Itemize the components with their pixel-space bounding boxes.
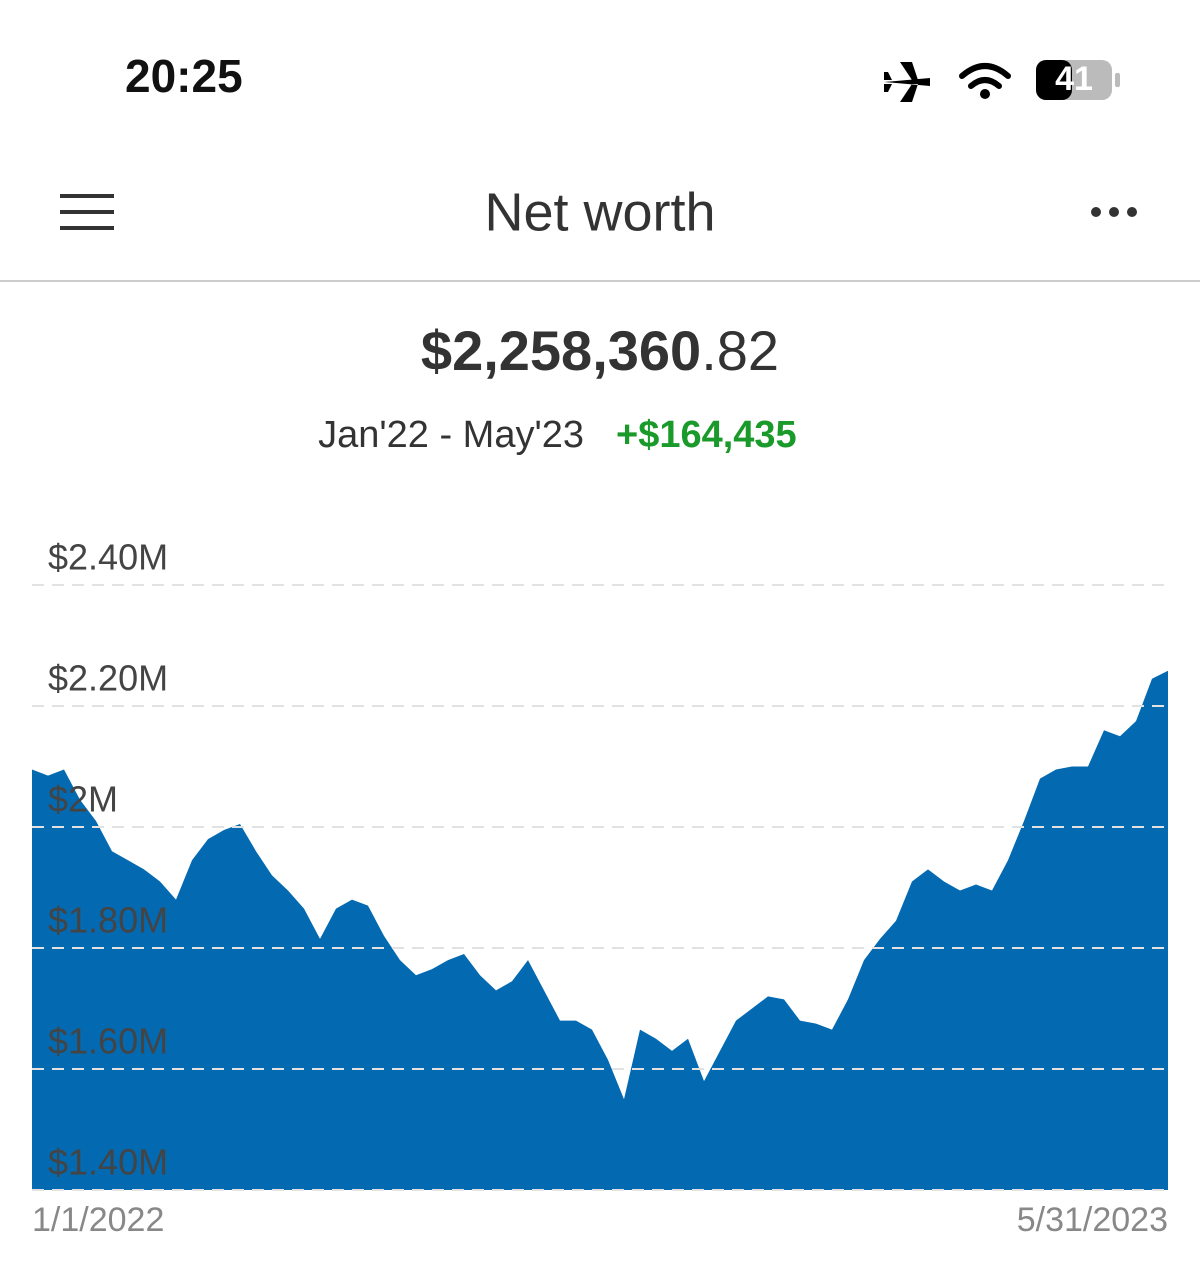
amount-cents: .82 bbox=[701, 319, 779, 382]
header-title: Net worth bbox=[484, 182, 715, 242]
y-tick-label: $2M bbox=[48, 779, 118, 820]
x-tick-label: 5/31/2023 bbox=[1017, 1201, 1168, 1239]
y-tick-label: $1.60M bbox=[48, 1021, 168, 1062]
y-tick-label: $1.40M bbox=[48, 1142, 168, 1183]
amount-whole: $2,258,360 bbox=[421, 319, 701, 382]
battery-level bbox=[1036, 60, 1072, 100]
y-tick-label: $2.40M bbox=[48, 537, 168, 578]
more-button[interactable] bbox=[1091, 207, 1137, 217]
status-time: 20:25 bbox=[125, 50, 243, 102]
date-range: Jan'22 - May'23 bbox=[318, 414, 584, 456]
menu-button[interactable] bbox=[60, 194, 114, 230]
battery-tip bbox=[1115, 73, 1120, 87]
wifi-icon bbox=[959, 63, 1011, 89]
area bbox=[32, 670, 1168, 1190]
y-tick-label: $1.80M bbox=[48, 900, 168, 941]
x-tick-label: 1/1/2022 bbox=[32, 1201, 164, 1239]
airplane-icon bbox=[884, 62, 930, 102]
battery-text: 41 bbox=[1055, 60, 1093, 98]
y-tick-label: $2.20M bbox=[48, 658, 168, 699]
change-amount: +$164,435 bbox=[616, 414, 797, 456]
net-worth-amount: $2,258,360.82 bbox=[421, 319, 779, 382]
wifi-dot bbox=[980, 89, 990, 99]
